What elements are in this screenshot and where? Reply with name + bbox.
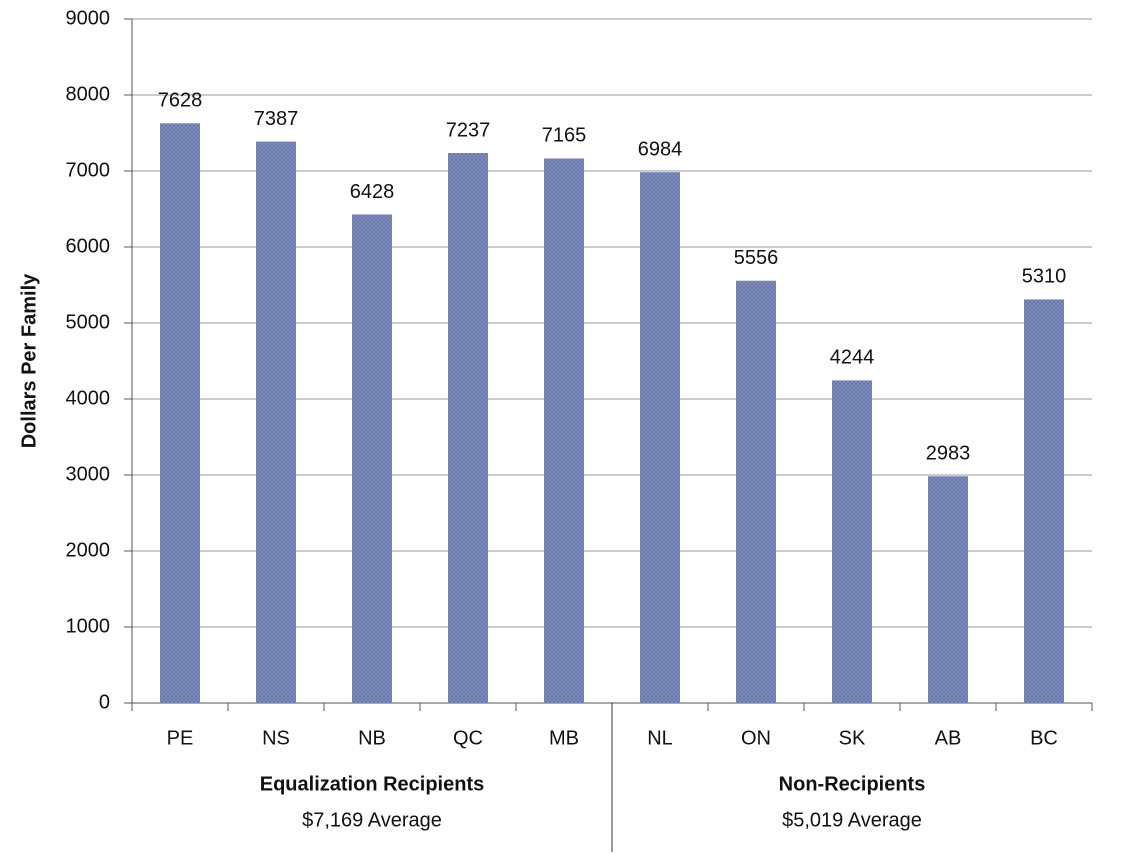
data-label: 7387 bbox=[254, 108, 299, 130]
bar bbox=[448, 152, 488, 703]
group-label: Non-Recipients bbox=[779, 773, 926, 795]
y-tick-label: 5000 bbox=[66, 311, 111, 333]
data-label: 7237 bbox=[446, 119, 491, 141]
x-tick-label: NB bbox=[358, 727, 386, 749]
data-label: 2983 bbox=[926, 443, 971, 465]
bar bbox=[736, 280, 776, 703]
x-tick-label: PE bbox=[167, 727, 194, 749]
data-label: 4244 bbox=[830, 347, 875, 369]
x-tick-label: MB bbox=[549, 727, 579, 749]
bar bbox=[544, 158, 584, 703]
x-tick-label: ON bbox=[741, 727, 771, 749]
y-tick-label: 8000 bbox=[66, 83, 111, 105]
bar bbox=[352, 214, 392, 704]
bar bbox=[1024, 299, 1064, 703]
data-label: 5556 bbox=[734, 247, 779, 269]
y-tick-label: 3000 bbox=[66, 463, 111, 485]
group-label: Equalization Recipients bbox=[260, 773, 484, 795]
data-label: 7165 bbox=[542, 125, 587, 147]
bar bbox=[640, 172, 680, 703]
data-label: 6984 bbox=[638, 138, 683, 160]
x-tick-label: AB bbox=[935, 727, 962, 749]
y-tick-label: 7000 bbox=[66, 159, 111, 181]
bar bbox=[832, 380, 872, 703]
data-label: 7628 bbox=[158, 90, 203, 112]
y-tick-label: 0 bbox=[99, 691, 110, 713]
y-tick-label: 2000 bbox=[66, 539, 111, 561]
y-tick-label: 4000 bbox=[66, 387, 111, 409]
y-tick-label: 6000 bbox=[66, 235, 111, 257]
y-tick-label: 9000 bbox=[66, 7, 111, 29]
x-tick-label: BC bbox=[1030, 727, 1058, 749]
x-tick-label: SK bbox=[839, 727, 866, 749]
bar bbox=[928, 476, 968, 703]
x-tick-label: NS bbox=[262, 727, 290, 749]
y-tick-label: 1000 bbox=[66, 615, 111, 637]
data-label: 6428 bbox=[350, 181, 395, 203]
x-tick-label: NL bbox=[647, 727, 673, 749]
y-axis-label: Dollars Per Family bbox=[18, 273, 40, 448]
bar bbox=[256, 141, 296, 703]
group-note: $5,019 Average bbox=[782, 809, 922, 831]
bar bbox=[160, 123, 200, 704]
group-note: $7,169 Average bbox=[302, 809, 442, 831]
data-label: 5310 bbox=[1022, 266, 1067, 288]
x-tick-label: QC bbox=[453, 727, 483, 749]
